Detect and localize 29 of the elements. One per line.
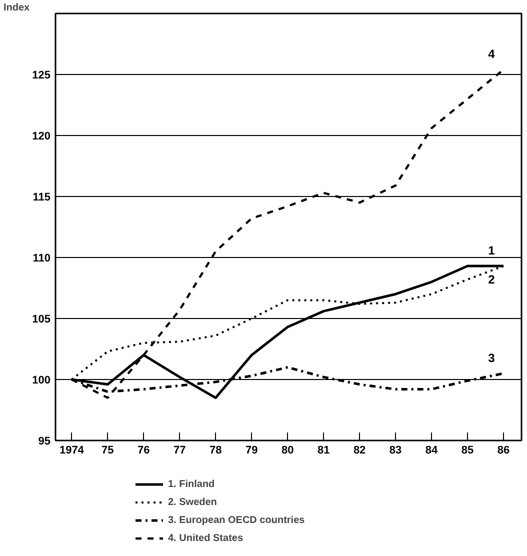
x-tick-label: 77: [174, 444, 186, 456]
legend-label: 4. United States: [168, 532, 244, 546]
annotation: 4: [488, 47, 496, 62]
x-tick-label: 78: [210, 444, 222, 456]
x-tick-label: 85: [461, 444, 474, 456]
y-tick-label: 115: [32, 192, 51, 204]
x-tick-label: 79: [246, 444, 258, 456]
x-tick-label: 76: [138, 444, 150, 456]
x-tick-label: 82: [353, 444, 366, 456]
legend-label: 2. Sweden: [168, 496, 217, 510]
y-tick-label: 95: [38, 436, 51, 448]
legend-label: 1. Finland: [168, 478, 215, 492]
x-tick-label: 84: [425, 444, 439, 456]
x-tick-label: 80: [281, 444, 294, 456]
x-tick-label: 1974: [59, 444, 85, 456]
x-tick-label: 81: [317, 444, 330, 456]
annotation: 3: [488, 350, 496, 365]
annotation: 1: [488, 244, 496, 258]
annotation: 2: [488, 272, 496, 287]
y-tick-label: 120: [32, 130, 51, 142]
x-tick-label: 75: [102, 444, 114, 456]
x-tick-label: 86: [497, 444, 510, 456]
y-tick-label: 125: [32, 70, 51, 82]
y-tick-label: 100: [32, 374, 51, 386]
y-tick-label: 105: [32, 314, 51, 326]
y-axis-title: Index: [4, 2, 30, 14]
legend-label: 3. European OECD countries: [168, 514, 305, 528]
y-tick-label: 110: [32, 252, 51, 264]
x-tick-label: 83: [389, 444, 402, 456]
